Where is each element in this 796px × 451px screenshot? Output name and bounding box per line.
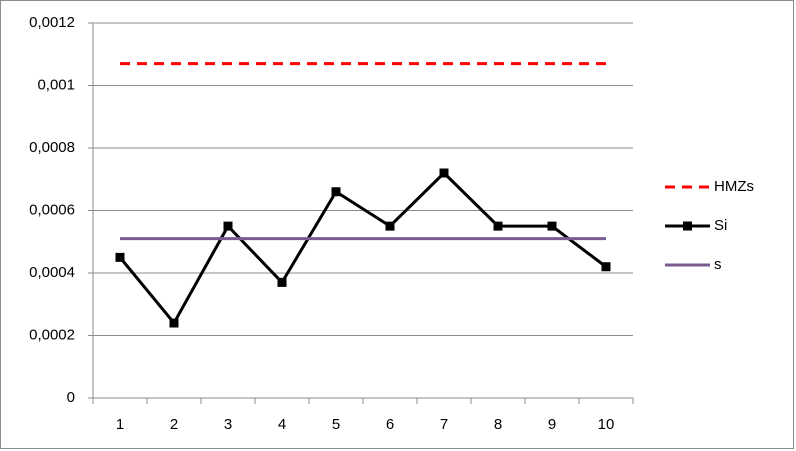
legend-label: Si [714, 217, 727, 234]
y-tick-label: 0 [67, 389, 75, 406]
x-tick-label: 4 [278, 416, 286, 433]
point-marker [385, 221, 395, 231]
x-tick-label: 3 [224, 416, 232, 433]
x-tick-label: 8 [494, 416, 502, 433]
point-marker [169, 318, 179, 328]
legend-label: s [714, 256, 722, 273]
legend-marker [683, 221, 692, 231]
y-tick-label: 0,0004 [29, 264, 75, 281]
point-marker [439, 168, 449, 178]
point-marker [115, 252, 125, 262]
x-tick-label: 2 [170, 416, 178, 433]
x-tick-label: 6 [386, 416, 394, 433]
point-marker [331, 187, 341, 197]
point-marker [547, 221, 557, 231]
x-tick-label: 1 [116, 416, 124, 433]
point-marker [277, 277, 287, 287]
y-tick-label: 0,001 [37, 76, 75, 93]
series-line [118, 170, 607, 326]
x-tick-label: 9 [548, 416, 556, 433]
x-tick-label: 7 [440, 416, 448, 433]
y-tick-label: 0,0008 [29, 139, 75, 156]
x-tick-label: 5 [332, 416, 340, 433]
y-tick-label: 0,0012 [29, 14, 75, 31]
legend-label: HMZs [714, 178, 754, 195]
point-marker [223, 221, 233, 231]
point-marker [493, 221, 503, 231]
y-tick-label: 0,0002 [29, 326, 75, 343]
x-tick-label: 10 [598, 416, 615, 433]
point-marker [601, 262, 611, 272]
y-tick-label: 0,0006 [29, 201, 75, 218]
